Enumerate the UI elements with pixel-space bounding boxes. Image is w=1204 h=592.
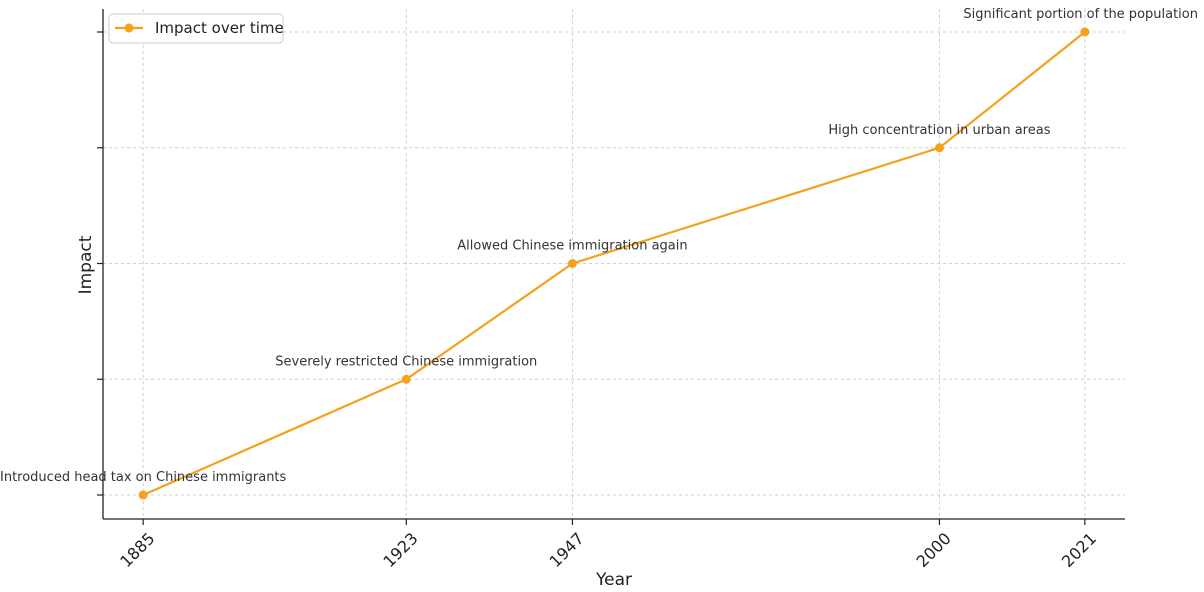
- legend-label: Impact over time: [155, 19, 284, 37]
- y-axis-title: Impact: [76, 235, 96, 294]
- x-tick-label: 1947: [546, 529, 588, 571]
- legend-box: [108, 13, 284, 44]
- data-point: [1080, 27, 1090, 37]
- data-point: [934, 143, 944, 153]
- series: [138, 27, 1090, 500]
- x-axis-title: Year: [595, 570, 632, 590]
- grid: [103, 9, 1125, 519]
- ticks: 1885 1923 1947 2000 2021: [97, 31, 1100, 571]
- x-tick-label: 2000: [913, 529, 955, 571]
- data-point: [401, 374, 411, 384]
- annotations: Introduced head tax on Chinese immigrant…: [0, 7, 1198, 485]
- data-point: [567, 259, 577, 268]
- x-tick-label: 1885: [116, 529, 158, 571]
- annotation-label: Significant portion of the population: [963, 7, 1198, 22]
- annotation-label: High concentration in urban areas: [828, 123, 1050, 138]
- x-tick-label: 1923: [379, 529, 421, 571]
- x-tick-label: 2021: [1058, 529, 1100, 571]
- annotation-label: Allowed Chinese immigration again: [457, 239, 687, 254]
- legend-marker: [124, 23, 134, 33]
- annotation-label: Severely restricted Chinese immigration: [275, 354, 537, 369]
- legend: Impact over time: [108, 13, 284, 44]
- data-point: [138, 490, 148, 500]
- annotation-label: Introduced head tax on Chinese immigrant…: [0, 470, 287, 485]
